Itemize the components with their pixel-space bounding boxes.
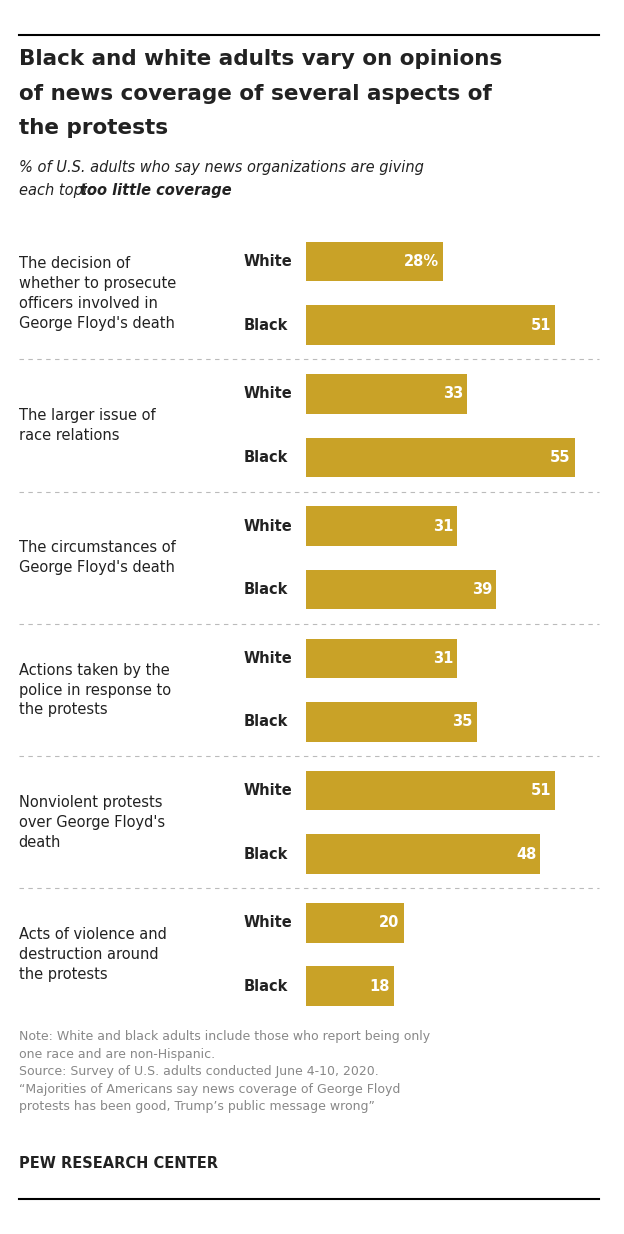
Bar: [306, 903, 404, 943]
Bar: [306, 438, 575, 478]
Text: Black: Black: [243, 582, 288, 597]
Text: Black: Black: [243, 979, 288, 993]
Text: Acts of violence and
destruction around
the protests: Acts of violence and destruction around …: [19, 927, 167, 982]
Text: too little coverage: too little coverage: [80, 183, 232, 197]
Text: 55: 55: [550, 450, 571, 465]
Bar: [306, 638, 457, 679]
Text: 39: 39: [472, 582, 492, 597]
Text: 28%: 28%: [404, 254, 439, 269]
Text: PEW RESEARCH CENTER: PEW RESEARCH CENTER: [19, 1156, 218, 1171]
Text: Actions taken by the
police in response to
the protests: Actions taken by the police in response …: [19, 663, 171, 717]
Text: Note: White and black adults include those who report being only
one race and ar: Note: White and black adults include tho…: [19, 1030, 430, 1113]
Bar: [306, 570, 497, 610]
Text: Nonviolent protests
over George Floyd's
death: Nonviolent protests over George Floyd's …: [19, 795, 165, 850]
Bar: [306, 242, 442, 281]
Text: Black and white adults vary on opinions: Black and white adults vary on opinions: [19, 49, 502, 69]
Text: White: White: [243, 784, 292, 798]
Text: The larger issue of
race relations: The larger issue of race relations: [19, 408, 155, 443]
Text: 31: 31: [433, 518, 454, 533]
Text: 48: 48: [516, 847, 537, 861]
Text: % of U.S. adults who say news organizations are giving: % of U.S. adults who say news organizati…: [19, 160, 424, 175]
Text: Black: Black: [243, 847, 288, 861]
Text: White: White: [243, 650, 292, 666]
Text: Black: Black: [243, 714, 288, 729]
Text: 20: 20: [379, 916, 399, 930]
Bar: [306, 966, 394, 1006]
Text: The circumstances of
George Floyd's death: The circumstances of George Floyd's deat…: [19, 540, 175, 575]
Text: The decision of
whether to prosecute
officers involved in
George Floyd's death: The decision of whether to prosecute off…: [19, 257, 176, 331]
Text: of news coverage of several aspects of: of news coverage of several aspects of: [19, 84, 492, 104]
Bar: [306, 305, 555, 346]
Text: 51: 51: [530, 784, 551, 798]
Text: each topic: each topic: [19, 183, 99, 197]
Text: the protests: the protests: [19, 118, 168, 138]
Text: White: White: [243, 254, 292, 269]
Bar: [306, 374, 467, 413]
Text: 31: 31: [433, 650, 454, 666]
Text: 18: 18: [369, 979, 390, 993]
Text: Black: Black: [243, 450, 288, 465]
Text: 33: 33: [443, 386, 463, 401]
Bar: [306, 834, 540, 874]
Bar: [306, 506, 457, 545]
Text: Black: Black: [243, 317, 288, 333]
Text: 51: 51: [530, 317, 551, 333]
Text: 35: 35: [452, 714, 473, 729]
Bar: [306, 702, 477, 742]
Text: White: White: [243, 916, 292, 930]
Text: White: White: [243, 518, 292, 533]
Text: White: White: [243, 386, 292, 401]
Bar: [306, 771, 555, 811]
